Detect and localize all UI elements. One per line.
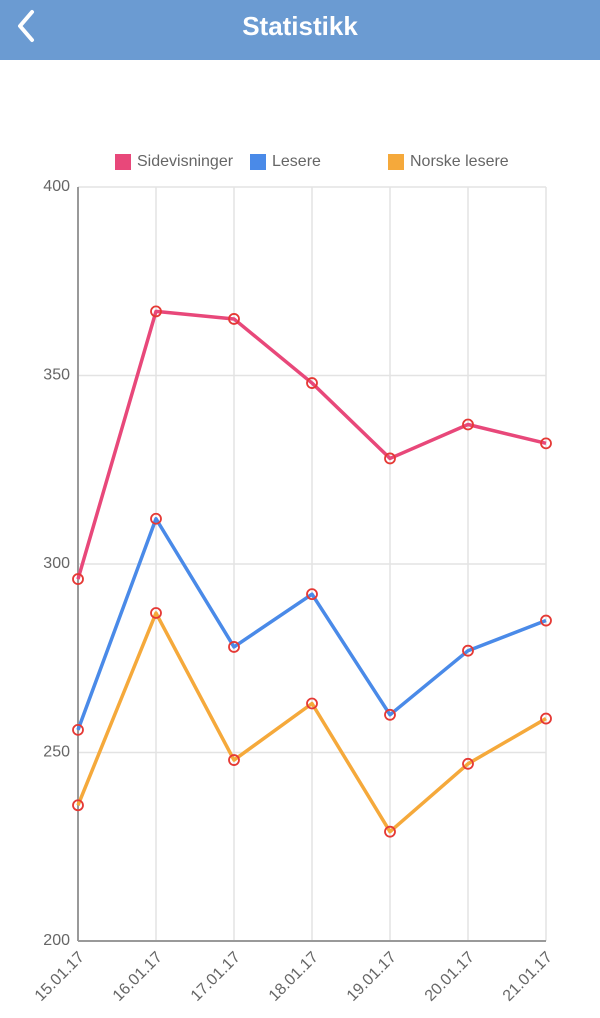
chart: 200 250 300 350 400 15.01.17 16.01.17 17.01.17 1… (32, 153, 556, 1005)
x-tick-label: 15.01.17 (32, 949, 88, 1005)
header-title: Statistikk (242, 11, 358, 41)
data-point (72, 723, 84, 736)
data-point (72, 573, 84, 585)
x-tick-label: 19.01.17 (344, 949, 400, 1005)
data-point (72, 799, 84, 812)
data-point (462, 757, 474, 770)
legend-label: Norske lesere (410, 153, 509, 170)
x-tick-label: 17.01.17 (188, 949, 244, 1005)
y-tick-label: 200 (43, 932, 70, 949)
data-point (150, 305, 162, 318)
series-line (76, 611, 547, 834)
data-point (306, 377, 318, 389)
header-bar: Statistikk (0, 0, 600, 60)
y-tick-label: 350 (43, 367, 70, 384)
data-point (540, 437, 552, 450)
data-point (540, 712, 552, 725)
data-point (228, 641, 240, 653)
y-tick-label: 400 (43, 178, 70, 195)
legend-swatch (250, 154, 266, 170)
y-tick-label: 300 (43, 555, 70, 572)
legend-swatch (388, 154, 404, 170)
data-point (306, 588, 318, 601)
x-tick-label: 16.01.17 (110, 949, 166, 1005)
x-tick-label: 18.01.17 (266, 949, 322, 1005)
data-point (540, 614, 552, 627)
series-line (76, 517, 547, 731)
data-point (462, 418, 474, 431)
data-point (306, 697, 318, 710)
data-point (228, 313, 240, 325)
data-point (384, 452, 396, 465)
series-line (76, 309, 547, 580)
legend-swatch (115, 154, 131, 170)
data-point (228, 754, 240, 766)
x-tick-label: 20.01.17 (422, 949, 478, 1005)
data-point (384, 708, 396, 721)
data-point (462, 644, 474, 657)
y-tick-label: 250 (43, 744, 70, 761)
x-tick-label: 21.01.17 (500, 949, 556, 1005)
data-point (384, 825, 396, 838)
back-button[interactable] (8, 6, 44, 46)
data-point (150, 607, 162, 619)
legend-label: Sidevisninger (137, 153, 234, 170)
data-point (150, 512, 162, 525)
legend-label: Lesere (272, 153, 321, 170)
